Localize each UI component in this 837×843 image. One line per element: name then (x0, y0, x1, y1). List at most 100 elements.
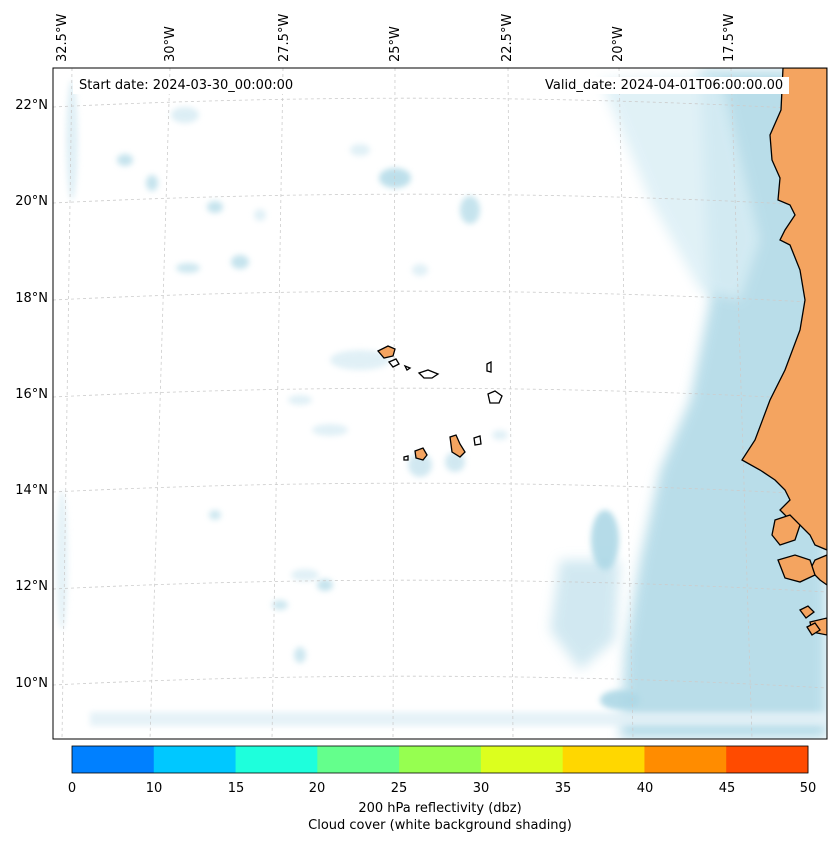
santiago-island (449, 434, 466, 458)
colorbar-segment (562, 746, 645, 773)
colorbar-tick: 30 (472, 781, 490, 796)
colorbar-segment (317, 746, 400, 773)
cloud-strip-bottom (90, 712, 827, 726)
cloud-cover-layer (56, 70, 827, 739)
lon-label-22-5w: 22.5°W (500, 13, 515, 62)
sal-island (486, 360, 492, 373)
cloud-band-northeast (600, 75, 760, 300)
lat-label-20n: 20°N (15, 194, 48, 209)
colorbar-segment (72, 746, 155, 773)
lon-label-27-5w: 27.5°W (277, 13, 292, 62)
cloud-small (330, 350, 390, 370)
meridian-22-5w (507, 68, 514, 739)
colorbar-segment (153, 746, 237, 773)
colorbar-tick: 10 (145, 781, 163, 796)
cloud-small (146, 175, 158, 191)
gambia-region (771, 514, 801, 546)
colorbar-tick: 40 (636, 781, 654, 796)
cloud-small (412, 264, 428, 276)
lat-label-22n: 22°N (15, 98, 48, 113)
cloud-small (294, 647, 306, 663)
bijagos-island (799, 605, 815, 619)
lat-label-10n: 10°N (15, 676, 48, 691)
colorbar-segment (644, 746, 727, 773)
cloud-small (272, 600, 288, 610)
cloud-small (56, 490, 68, 630)
africa-coast-north (741, 68, 827, 551)
cloud-small (312, 424, 348, 436)
parallel-22n (53, 97, 827, 111)
parallel-16n (53, 387, 827, 401)
colorbar-segment (235, 746, 318, 773)
colorbar-frame (71, 745, 809, 774)
lon-label-32-5w: 32.5°W (55, 13, 70, 62)
lon-label-25w: 25°W (388, 26, 403, 62)
cloud-small (408, 453, 432, 477)
cloud-small (66, 80, 78, 200)
meridian-25w (392, 68, 396, 739)
colorbar-tick: 45 (718, 781, 736, 796)
lat-label-16n: 16°N (15, 387, 48, 402)
lon-label-30w: 30°W (163, 26, 178, 62)
colorbar-tick: 15 (227, 781, 245, 796)
map-frame (52, 67, 828, 740)
cloud-small (317, 579, 333, 591)
boa-vista-island (487, 390, 503, 404)
lat-label-14n: 14°N (15, 483, 48, 498)
fogo-island (414, 447, 428, 461)
valid-date-label: Valid_date: 2024-04-01T06:00:00.00 (539, 77, 790, 94)
cloud-small (291, 569, 319, 581)
colorbar-label-primary: 200 hPa reflectivity (dbz) (358, 801, 522, 816)
maio-island (473, 435, 482, 446)
colorbar-segment (480, 746, 564, 773)
guinea-island (806, 622, 821, 636)
lat-label-12n: 12°N (15, 579, 48, 594)
cloud-small (207, 201, 223, 213)
graticule (53, 68, 827, 739)
cloud-small (117, 154, 133, 166)
cloud-patch-bottom (600, 690, 640, 710)
cloud-patch-south (550, 560, 620, 670)
meridian-27-5w (271, 68, 284, 739)
colorbar-tick: 50 (799, 781, 817, 796)
cloud-small (254, 209, 266, 221)
cloud-small (460, 196, 480, 224)
meridian-20w (618, 68, 634, 739)
colorbar-tick: 20 (308, 781, 326, 796)
meridian-17-5w (730, 68, 753, 739)
brava-island (403, 455, 409, 461)
santo-antao-island (376, 345, 396, 359)
colorbar-segment (726, 746, 809, 773)
parallel-10n (53, 675, 827, 689)
meridian-32-5w (61, 68, 73, 739)
meridian-30w (149, 68, 171, 739)
cloud-small (171, 107, 199, 123)
cloud-small (288, 395, 312, 405)
colorbar-tick: 25 (390, 781, 408, 796)
cloud-small (209, 510, 221, 520)
sao-vicente-island (387, 358, 400, 368)
colorbar-segment (399, 746, 482, 773)
lon-label-17-5w: 17.5°W (722, 13, 737, 62)
cloud-small (350, 144, 370, 156)
land-layer (376, 68, 827, 636)
sao-nicolau-island (417, 369, 440, 379)
colorbar-tick: 35 (554, 781, 572, 796)
guinea-bissau-region (777, 554, 816, 583)
cloud-small (492, 430, 508, 440)
colorbar-label-secondary: Cloud cover (white background shading) (308, 818, 572, 833)
parallel-12n (53, 579, 827, 593)
colorbar-tick: 0 (67, 781, 77, 796)
lat-label-18n: 18°N (15, 291, 48, 306)
cloud-patch-mid (591, 510, 619, 570)
cloud-small (176, 263, 200, 273)
cloud-mass-east (560, 70, 827, 739)
colorbar (72, 746, 809, 773)
parallel-20n (53, 193, 827, 207)
start-date-label: Start date: 2024-03-30_00:00:00 (73, 77, 300, 94)
parallel-18n (53, 290, 827, 304)
parallel-14n (53, 482, 827, 496)
lon-label-20w: 20°W (611, 26, 626, 62)
cloud-small (231, 255, 249, 269)
